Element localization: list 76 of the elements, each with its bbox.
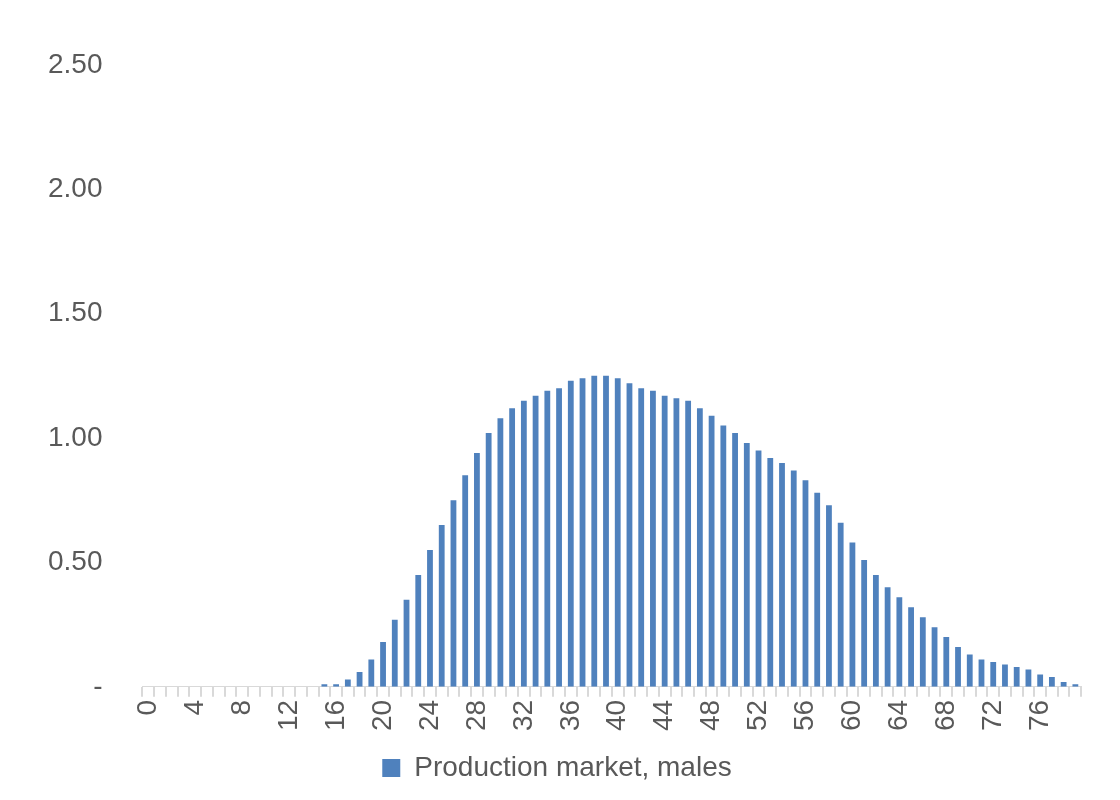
bar (497, 418, 504, 687)
bar (743, 443, 750, 687)
y-tick-label: 1.00 (48, 420, 103, 452)
x-tick-label: 4 (178, 699, 210, 716)
x-tick-label: 8 (224, 699, 256, 716)
bar (943, 637, 950, 687)
x-tick-label: 20 (365, 699, 397, 732)
bar (567, 380, 574, 687)
y-tick-label: 2.00 (48, 171, 103, 203)
bar (790, 470, 797, 687)
bar (1048, 676, 1055, 687)
x-tick-label: 56 (788, 699, 820, 732)
bar (520, 400, 527, 687)
x-tick-label: 72 (975, 699, 1007, 732)
bar (462, 475, 469, 687)
bar (908, 607, 914, 687)
x-tick-label: 48 (694, 699, 726, 732)
x-tick-label: 64 (882, 699, 914, 732)
bar (556, 388, 562, 687)
bar (872, 574, 879, 687)
bar (509, 408, 516, 687)
bar (427, 550, 433, 687)
bar (650, 390, 656, 687)
bar (837, 522, 844, 687)
bar (380, 642, 386, 687)
bar (614, 378, 621, 687)
bar (391, 619, 398, 687)
bar (896, 597, 903, 687)
legend-label: Production market, males (414, 750, 732, 782)
x-tick-label: 12 (271, 699, 303, 732)
x-tick-label: 28 (459, 699, 491, 732)
bar (767, 457, 774, 687)
bar (720, 425, 727, 687)
x-tick-label: 0 (131, 699, 163, 716)
bar (708, 415, 715, 687)
x-tick-label: 36 (553, 699, 585, 732)
bar (814, 492, 821, 687)
bar (826, 505, 832, 687)
bar (732, 433, 738, 687)
x-tick-label: 40 (600, 699, 632, 732)
bar (779, 462, 785, 687)
bar (1002, 664, 1008, 687)
x-tick-label: 32 (506, 699, 538, 732)
x-tick-label: 44 (647, 699, 679, 732)
bar (955, 647, 961, 687)
x-tick-label: 60 (835, 699, 867, 732)
x-tick-label: 24 (412, 699, 444, 732)
bar (1013, 666, 1020, 687)
x-tick-label: 76 (1022, 699, 1054, 732)
bar (861, 559, 868, 687)
bar (661, 395, 668, 687)
bar (485, 433, 492, 687)
bar (638, 388, 645, 687)
bar (438, 525, 445, 687)
bar (591, 375, 598, 687)
x-tick-label: 52 (741, 699, 773, 732)
x-tick-label: 68 (929, 699, 961, 732)
bar (884, 587, 891, 687)
y-tick-label: 2.50 (48, 47, 103, 79)
bar (966, 654, 973, 687)
y-tick-label: 0.50 (48, 545, 103, 577)
bar (415, 574, 422, 687)
y-tick-label: 1.50 (48, 296, 103, 328)
bar (685, 400, 692, 687)
bar (474, 452, 480, 687)
bar (696, 408, 703, 687)
bar (1037, 674, 1044, 687)
bar (673, 398, 680, 687)
x-tick-label: 16 (318, 699, 350, 732)
y-tick-label: - (93, 669, 103, 701)
bar (990, 661, 997, 687)
bar (544, 390, 551, 687)
bar (368, 659, 375, 687)
bar (603, 375, 609, 687)
bar (344, 679, 351, 687)
bar (919, 617, 926, 687)
